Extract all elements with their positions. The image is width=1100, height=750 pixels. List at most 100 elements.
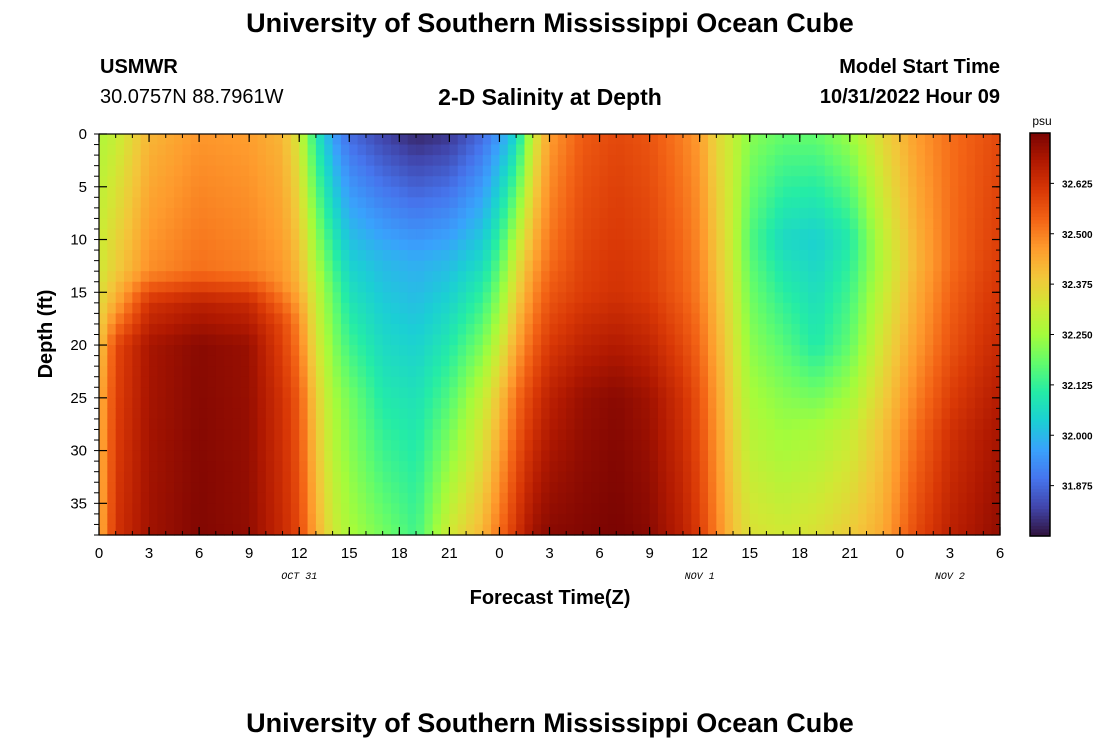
heatmap-cell — [599, 207, 609, 220]
heatmap-cell — [624, 260, 634, 272]
heatmap-cell — [257, 271, 267, 283]
colorbar-segment — [1030, 280, 1050, 285]
heatmap-cell — [774, 408, 784, 420]
heatmap-cell — [99, 250, 108, 262]
heatmap-cell — [632, 197, 642, 209]
heatmap-cell — [691, 144, 701, 156]
heatmap-cell — [449, 524, 459, 536]
heatmap-cell — [974, 376, 984, 388]
heatmap-cell — [265, 271, 275, 283]
heatmap-cell — [657, 366, 667, 378]
heatmap-cell — [124, 313, 133, 325]
heatmap-cell — [157, 218, 167, 230]
heatmap-cell — [591, 313, 601, 325]
heatmap-cell — [607, 281, 617, 293]
heatmap-cell — [149, 440, 158, 452]
heatmap-cell — [916, 429, 926, 441]
heatmap-cell — [574, 239, 584, 251]
heatmap-cell — [165, 186, 175, 198]
heatmap-cell — [816, 281, 826, 293]
heatmap-cell — [265, 461, 275, 473]
heatmap-cell — [390, 218, 400, 230]
heatmap-cell — [557, 408, 567, 420]
heatmap-cell — [833, 260, 843, 272]
heatmap-cell — [482, 513, 492, 526]
heatmap-cell — [541, 228, 551, 241]
heatmap-cell — [783, 387, 793, 399]
heatmap-cell — [724, 440, 734, 452]
heatmap-cell — [165, 155, 175, 167]
heatmap-cell — [708, 271, 717, 283]
heatmap-cell — [215, 176, 225, 188]
heatmap-cell — [115, 302, 125, 314]
heatmap-cell — [482, 155, 492, 167]
heatmap-cell — [257, 250, 267, 262]
heatmap-cell — [682, 271, 692, 283]
heatmap-cell — [541, 408, 551, 420]
heatmap-cell — [249, 176, 259, 188]
heatmap-cell — [749, 260, 759, 272]
heatmap-cell — [541, 260, 551, 272]
heatmap-cell — [441, 397, 450, 409]
heatmap-cell — [616, 176, 626, 188]
heatmap-cell — [616, 334, 626, 346]
heatmap-cell — [582, 302, 592, 314]
heatmap-cell — [449, 176, 459, 188]
heatmap-cell — [574, 440, 584, 452]
heatmap-cell — [733, 397, 742, 409]
heatmap-cell — [115, 345, 125, 357]
heatmap-cell — [733, 334, 742, 346]
heatmap-cell — [582, 228, 592, 241]
heatmap-cell — [833, 144, 843, 156]
heatmap-cell — [257, 524, 267, 536]
heatmap-cell — [324, 228, 334, 241]
heatmap-cell — [232, 165, 242, 177]
heatmap-cell — [215, 429, 225, 441]
heatmap-cell — [457, 186, 467, 198]
heatmap-cell — [591, 366, 601, 378]
heatmap-cell — [357, 355, 367, 367]
colorbar-segment — [1030, 378, 1050, 383]
heatmap-cell — [549, 492, 559, 504]
heatmap-cell — [474, 355, 484, 367]
heatmap-cell — [616, 302, 626, 314]
heatmap-cell — [290, 323, 300, 336]
heatmap-cell — [691, 471, 701, 483]
colorbar-segment — [1030, 300, 1050, 305]
heatmap-cell — [524, 345, 534, 357]
heatmap-cell — [599, 513, 609, 526]
heatmap-cell — [157, 418, 167, 431]
heatmap-cell — [783, 228, 793, 241]
heatmap-cell — [557, 355, 567, 367]
heatmap-cell — [390, 461, 400, 473]
heatmap-cell — [132, 345, 142, 357]
heatmap-cell — [649, 250, 659, 262]
heatmap-cell — [332, 292, 342, 304]
heatmap-cell — [307, 176, 317, 188]
heatmap-cell — [399, 440, 409, 452]
heatmap-cell — [657, 503, 667, 515]
heatmap-cell — [557, 239, 567, 251]
heatmap-cell — [190, 176, 200, 188]
heatmap-cell — [399, 418, 409, 431]
heatmap-cell — [424, 471, 434, 483]
heatmap-cell — [215, 271, 225, 283]
heatmap-cell — [399, 186, 409, 198]
heatmap-cell — [924, 250, 934, 262]
heatmap-cell — [716, 376, 726, 388]
heatmap-cell — [566, 461, 576, 473]
heatmap-cell — [466, 355, 476, 367]
heatmap-cell — [791, 503, 801, 515]
heatmap-cell — [958, 418, 968, 431]
heatmap-cell — [99, 260, 108, 272]
heatmap-cell — [741, 334, 751, 346]
heatmap-cell — [416, 302, 425, 314]
heatmap-cells — [99, 134, 1001, 536]
heatmap-cell — [340, 292, 350, 304]
heatmap-cell — [708, 228, 717, 241]
heatmap-cell — [207, 134, 217, 146]
heatmap-cell — [991, 482, 1001, 494]
heatmap-cell — [157, 292, 167, 304]
heatmap-cell — [165, 165, 175, 177]
heatmap-cell — [574, 260, 584, 272]
